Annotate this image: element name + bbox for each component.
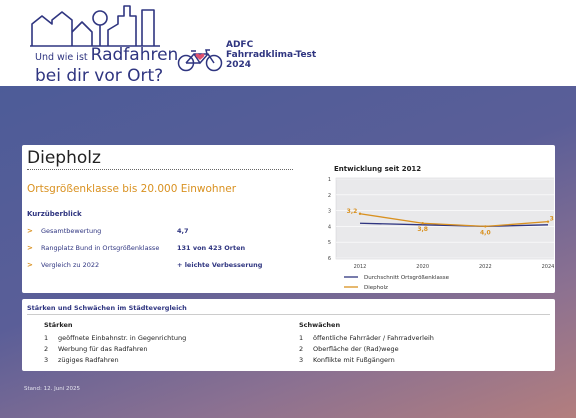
data-label: 3,8 — [417, 226, 428, 233]
city-skyline-logo — [30, 2, 175, 48]
plot-area — [336, 178, 554, 259]
sw-title: Stärken und Schwächen im Städtevergleich — [27, 304, 187, 312]
x-tick-label: 2012 — [354, 264, 367, 270]
y-tick-label: 2 — [328, 193, 331, 199]
x-tick-label: 2020 — [416, 264, 429, 270]
tagline-line2: bei dir vor Ort? — [35, 67, 178, 85]
divider — [27, 169, 293, 170]
y-tick-label: 6 — [328, 256, 331, 262]
summary-heading: Kurzüberblick — [27, 210, 82, 218]
chevron-right-icon: > — [27, 261, 33, 269]
tagline-big: Radfahren — [91, 45, 179, 65]
item-number: 3 — [299, 356, 303, 364]
summary-value: 131 von 423 Orten — [177, 244, 245, 252]
strengths-heading: Stärken — [44, 321, 73, 329]
y-tick-label: 3 — [328, 209, 331, 215]
development-chart: 1 2 3 4 5 6 2012 2020 2022 2024 3,2 3,8 4,0 3,7 Durchs… — [322, 173, 554, 291]
x-tick-label: 2024 — [542, 264, 554, 270]
summary-label: Rangplatz Bund in Ortsgrößenklasse — [41, 244, 159, 252]
brand-line3: 2024 — [226, 60, 316, 70]
item-text: Werbung für das Radfahren — [58, 345, 148, 353]
item-text: zügiges Radfahren — [58, 356, 119, 364]
data-point — [484, 225, 486, 227]
size-class: Ortsgrößenklasse bis 20.000 Einwohner — [27, 183, 236, 195]
x-tick-label: 2022 — [479, 264, 492, 270]
item-text: Oberfläche der (Rad)wege — [313, 345, 399, 353]
item-text: öffentliche Fahrräder / Fahrradverleih — [313, 334, 434, 342]
stand-date: Stand: 12. Juni 2025 — [24, 386, 80, 392]
legend-label: Durchschnitt Ortsgrößenklasse — [364, 275, 450, 281]
data-point — [359, 213, 361, 215]
weaknesses-heading: Schwächen — [299, 321, 340, 329]
chevron-right-icon: > — [27, 227, 33, 235]
bicycle-heart-icon — [177, 46, 223, 72]
data-label: 3,2 — [347, 208, 358, 215]
divider — [27, 314, 550, 315]
y-tick-label: 5 — [328, 240, 331, 246]
y-tick-label: 4 — [328, 224, 331, 230]
legend-label: Diepholz — [364, 285, 388, 291]
item-number: 1 — [299, 334, 303, 342]
summary-value: + leichte Verbesserung — [177, 261, 262, 269]
y-tick-label: 1 — [328, 177, 331, 183]
brand-line1: ADFC — [226, 40, 316, 50]
item-text: geöffnete Einbahnstr. in Gegenrichtung — [58, 334, 186, 342]
adfc-brand: ADFC Fahrradklima-Test 2024 — [226, 40, 316, 70]
item-number: 2 — [44, 345, 48, 353]
item-number: 3 — [44, 356, 48, 364]
city-name: Diepholz — [27, 148, 101, 168]
tagline-small: Und wie ist — [35, 52, 88, 63]
item-text: Konflikte mit Fußgängern — [313, 356, 395, 364]
data-label: 3,7 — [550, 216, 554, 223]
header: Und wie ist Radfahren bei dir vor Ort? A… — [0, 0, 576, 86]
strengths-weaknesses-card: Stärken und Schwächen im Städtevergleich… — [22, 299, 555, 371]
item-number: 2 — [299, 345, 303, 353]
data-point — [421, 222, 423, 224]
item-number: 1 — [44, 334, 48, 342]
summary-value: 4,7 — [177, 227, 189, 235]
summary-label: Gesamtbewertung — [41, 227, 101, 235]
data-label: 4,0 — [480, 229, 491, 236]
overview-card: Diepholz Ortsgrößenklasse bis 20.000 Ein… — [22, 145, 555, 293]
brand-line2: Fahrradklima-Test — [226, 50, 316, 60]
chevron-right-icon: > — [27, 244, 33, 252]
tagline: Und wie ist Radfahren bei dir vor Ort? — [35, 46, 178, 85]
chart-title: Entwicklung seit 2012 — [334, 165, 421, 173]
summary-label: Vergleich zu 2022 — [41, 261, 99, 269]
